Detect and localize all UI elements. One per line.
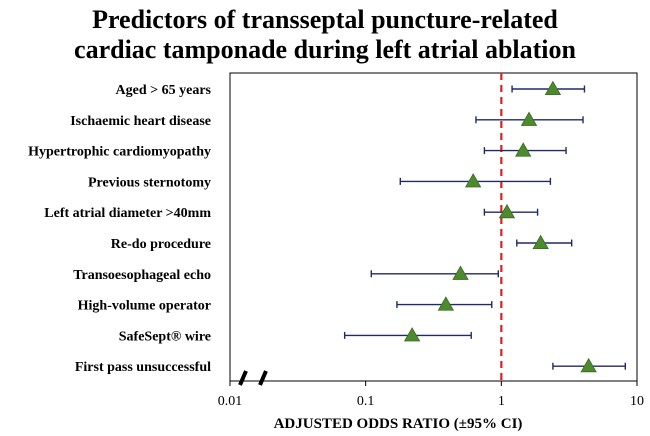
axis-break-mark (258, 370, 268, 386)
forest-row: Left atrial diameter >40mm (44, 203, 539, 221)
row-label: First pass unsuccessful (75, 360, 211, 375)
row-label: Transoesophageal echo (73, 268, 211, 283)
odds-ratio-marker (437, 296, 455, 311)
forest-row: Transoesophageal echo (73, 265, 500, 283)
odds-ratio-marker (498, 203, 516, 219)
x-tick-label: 10 (630, 394, 644, 409)
odds-ratio-marker (580, 357, 597, 373)
forest-row: Ischaemic heart disease (70, 111, 584, 129)
axis-break-mark (238, 370, 248, 386)
chart-title-line-1: Predictors of transseptal puncture-relat… (92, 5, 558, 34)
odds-ratio-marker (452, 265, 469, 280)
forest-row: First pass unsuccessful (75, 357, 627, 375)
forest-row: Re-do procedure (111, 234, 573, 252)
x-tick-label: 1 (498, 394, 505, 409)
odds-ratio-marker (520, 111, 538, 126)
x-axis-title: ADJUSTED ODDS RATIO (±95% CI) (274, 416, 523, 432)
row-label: Re-do procedure (111, 237, 211, 252)
forest-row: Hypertrophic cardiomyopathy (28, 142, 567, 160)
forest-row: Aged > 65 years (116, 80, 586, 98)
odds-ratio-marker (464, 173, 482, 188)
plot-frame (229, 72, 638, 382)
row-label: Left atrial diameter >40mm (44, 206, 211, 221)
row-label: Previous sternotomy (88, 175, 211, 190)
row-label: High-volume operator (78, 299, 211, 314)
row-label: Aged > 65 years (116, 83, 212, 98)
forest-row: Previous sternotomy (88, 173, 552, 190)
row-label: Hypertrophic cardiomyopathy (28, 145, 211, 160)
forest-row: High-volume operator (78, 296, 493, 314)
x-tick-label: 0.1 (357, 394, 375, 409)
row-label: SafeSept® wire (119, 329, 211, 344)
odds-ratio-marker (532, 234, 549, 250)
odds-ratio-marker (515, 142, 532, 157)
chart-title-line-2: cardiac tamponade during left atrial abl… (74, 35, 576, 64)
odds-ratio-marker (544, 80, 562, 96)
row-label: Ischaemic heart disease (70, 114, 211, 129)
odds-ratio-marker (403, 327, 421, 342)
x-tick-label: 0.01 (218, 394, 243, 409)
forest-row: SafeSept® wire (119, 327, 472, 344)
